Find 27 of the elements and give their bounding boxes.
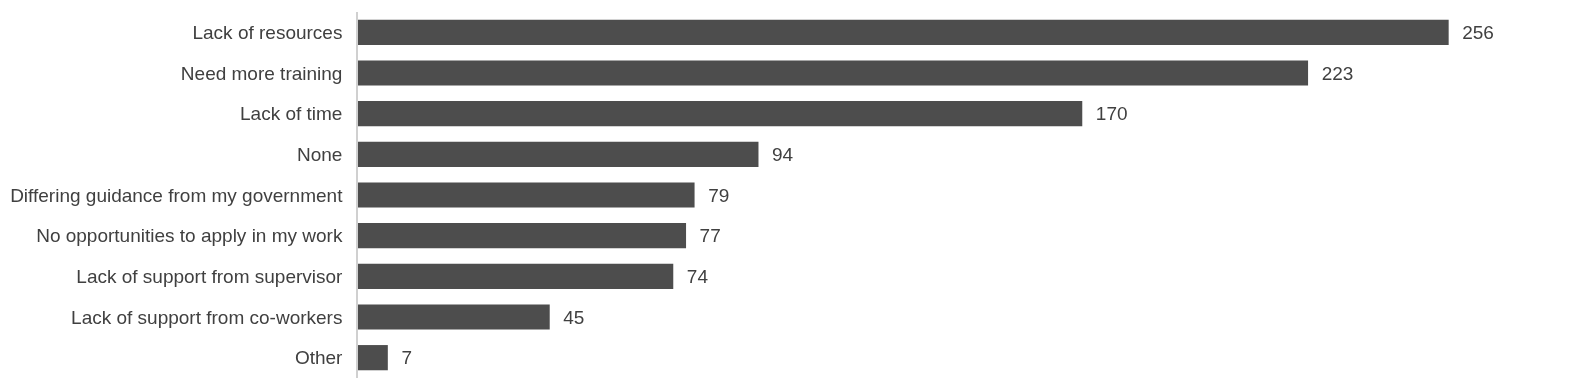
bar <box>358 182 695 208</box>
data-label: 77 <box>689 225 721 247</box>
y-tick-label: None <box>297 143 343 165</box>
bar <box>358 263 674 289</box>
data-label: 170 <box>1085 103 1128 125</box>
bar <box>358 304 550 330</box>
y-tick-label: Differing guidance from my government <box>10 184 344 206</box>
data-label: 223 <box>1311 62 1354 84</box>
data-label: 79 <box>697 184 730 206</box>
bar <box>358 223 687 249</box>
y-tick-label: Lack of resources <box>192 21 343 43</box>
bar <box>358 19 1449 45</box>
bar <box>358 141 759 167</box>
y-tick-label: Other <box>294 347 344 369</box>
y-tick-label: No opportunities to apply in my work <box>36 225 343 247</box>
y-tick-label: Lack of support from supervisor <box>76 265 344 287</box>
data-label: 45 <box>552 306 585 328</box>
y-tick-label: Need more training <box>180 62 343 84</box>
bar <box>358 60 1309 86</box>
y-tick-label: Lack of support from co-workers <box>71 306 343 328</box>
y-tick-label: Lack of time <box>240 103 343 125</box>
data-label: 7 <box>390 347 412 369</box>
bar <box>358 101 1083 127</box>
data-label: 74 <box>676 265 709 287</box>
bar <box>358 345 388 371</box>
data-label: 256 <box>1451 21 1494 43</box>
data-label: 94 <box>761 143 794 165</box>
